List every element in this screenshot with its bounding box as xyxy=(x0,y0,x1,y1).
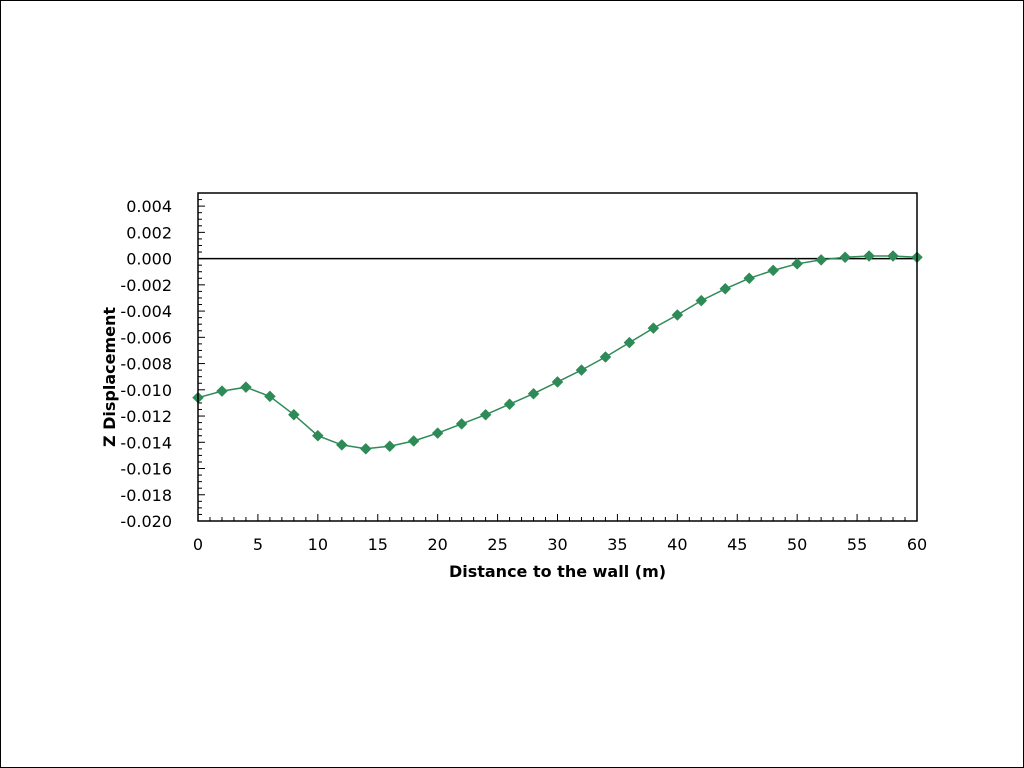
plot-area-border xyxy=(197,192,918,522)
data-point xyxy=(216,385,228,397)
y-axis-title: Z Displacement xyxy=(100,307,119,447)
y-tick-label: -0.016 xyxy=(120,460,172,479)
x-tick-label: 15 xyxy=(368,535,388,554)
x-tick-label: 0 xyxy=(193,535,203,554)
x-tick-label: 30 xyxy=(547,535,567,554)
data-point xyxy=(431,427,444,439)
x-axis-title: Distance to the wall (m) xyxy=(449,562,666,581)
series-layer xyxy=(192,250,923,455)
x-axis-ticks xyxy=(197,514,918,521)
data-point xyxy=(863,250,875,262)
data-point xyxy=(383,440,396,453)
data-point xyxy=(527,387,540,400)
series-line xyxy=(197,255,918,450)
data-point xyxy=(359,442,372,455)
data-point xyxy=(671,309,684,321)
x-tick-label: 40 xyxy=(667,535,687,554)
y-tick-label: -0.014 xyxy=(120,433,172,452)
y-tick-label: -0.004 xyxy=(120,302,172,321)
x-tick-label: 50 xyxy=(787,535,807,554)
y-tick-label: 0.002 xyxy=(126,223,172,242)
y-tick-label: -0.008 xyxy=(120,355,172,374)
data-point xyxy=(743,272,756,285)
data-point xyxy=(695,294,708,307)
x-axis-tick-labels: 0 5 10 15 20 25 30 35 40 45 50 55 60 xyxy=(193,535,927,554)
data-point xyxy=(719,282,732,295)
data-point xyxy=(311,429,324,442)
x-tick-label: 45 xyxy=(727,535,747,554)
x-tick-label: 10 xyxy=(308,535,328,554)
data-point xyxy=(455,418,468,430)
data-point xyxy=(647,322,660,334)
y-tick-label: -0.006 xyxy=(120,328,172,347)
data-point xyxy=(815,254,827,266)
data-point xyxy=(767,264,780,277)
y-tick-label: 0.004 xyxy=(126,197,172,216)
y-tick-label: -0.010 xyxy=(120,381,172,400)
y-tick-label: 0.000 xyxy=(126,250,172,269)
data-point xyxy=(479,408,492,421)
x-tick-label: 25 xyxy=(487,535,507,554)
data-point xyxy=(623,336,636,349)
data-point xyxy=(839,251,851,264)
x-tick-label: 5 xyxy=(253,535,263,554)
x-tick-label: 60 xyxy=(907,535,927,554)
data-point xyxy=(288,408,300,421)
data-point xyxy=(240,381,252,394)
data-point xyxy=(264,390,276,403)
y-axis-ticks xyxy=(198,192,205,522)
y-tick-label: -0.020 xyxy=(120,512,172,531)
data-point xyxy=(599,351,612,363)
data-point xyxy=(551,376,564,388)
data-point xyxy=(791,257,804,270)
data-point xyxy=(407,435,420,447)
x-tick-label: 35 xyxy=(607,535,627,554)
data-point xyxy=(887,250,899,262)
x-tick-label: 20 xyxy=(427,535,447,554)
y-tick-label: -0.012 xyxy=(120,407,172,426)
y-axis-tick-labels: -0.020 -0.018 -0.016 -0.014 -0.012 -0.010 -0.0… xyxy=(120,197,172,531)
y-tick-label: -0.018 xyxy=(120,486,172,505)
data-point xyxy=(575,364,588,376)
y-tick-label: -0.002 xyxy=(120,276,172,295)
data-point xyxy=(335,439,348,451)
data-point xyxy=(503,398,516,411)
x-tick-label: 55 xyxy=(847,535,867,554)
